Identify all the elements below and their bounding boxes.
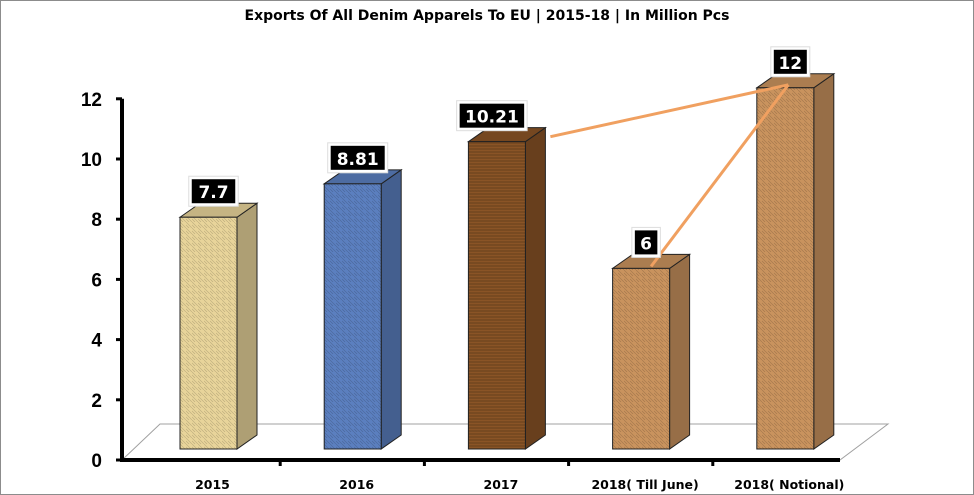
bar-side	[813, 72, 835, 450]
y-tick-label: 6	[91, 270, 102, 291]
bar-front	[179, 216, 238, 450]
bar-side	[669, 253, 691, 450]
y-tick-label: 2	[91, 391, 102, 412]
y-tick-label: 12	[81, 90, 102, 111]
bar-front	[612, 267, 671, 450]
y-tick-label: 8	[91, 210, 102, 231]
data-label: 6	[640, 234, 652, 254]
bar-front	[467, 141, 526, 450]
bar-front	[756, 87, 815, 450]
bar-2017	[466, 126, 547, 450]
x-tick-label: 2015	[195, 477, 230, 492]
chart-title: Exports Of All Denim Apparels To EU | 20…	[244, 8, 730, 24]
bar-2018-till-june-	[611, 253, 692, 450]
connector-line	[550, 83, 789, 139]
x-tick-label: 2017	[484, 477, 519, 492]
data-label: 8.81	[337, 150, 379, 170]
data-label-box	[459, 103, 525, 128]
data-label-box	[330, 145, 385, 170]
y-tick-label: 4	[91, 331, 102, 352]
bar-side	[524, 126, 546, 450]
bar-front	[323, 183, 382, 450]
data-label-box	[773, 49, 807, 74]
x-tick-label: 2016	[339, 477, 374, 492]
bar-2018-notional-	[755, 72, 836, 450]
y-tick-label: 0	[91, 451, 102, 472]
bar-side	[236, 202, 258, 450]
data-label-box	[191, 179, 236, 204]
data-label: 12	[778, 54, 802, 74]
data-label: 10.21	[465, 108, 519, 128]
data-label: 7.7	[198, 183, 228, 203]
bar-2016	[322, 168, 403, 450]
bar-side	[380, 168, 402, 450]
data-label-box	[634, 230, 658, 255]
x-tick-label: 2018( Notional)	[734, 477, 844, 492]
y-tick-label: 10	[81, 150, 102, 171]
x-tick-label: 2018( Till June)	[591, 477, 698, 492]
connector-line	[649, 83, 790, 268]
bar-2015	[178, 202, 259, 450]
